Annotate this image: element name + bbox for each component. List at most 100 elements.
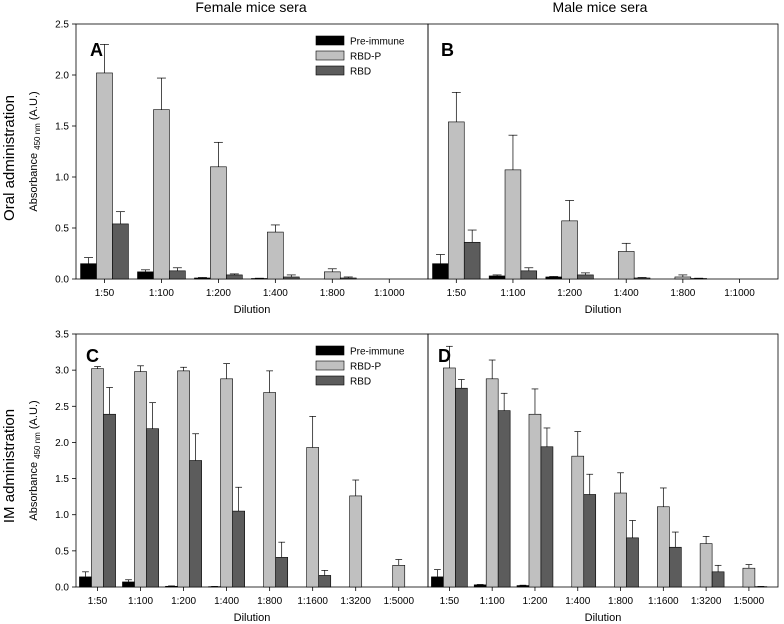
x-tick-label: 1:100 (128, 596, 153, 607)
bar-pre-immune (431, 576, 444, 588)
bar-pre-immune (80, 263, 97, 280)
y-tick-label: 0.0 (55, 583, 69, 594)
x-tick-label: 1:1000 (374, 288, 405, 299)
bar-rbd-p (210, 166, 227, 280)
bar-rbd-p (571, 455, 585, 588)
legend-swatch-rbd-p (315, 50, 345, 61)
bar-rbd (189, 460, 202, 588)
x-tick-label: 1:400 (614, 288, 639, 299)
bar-rbd-p (349, 495, 363, 588)
x-tick-label: 1:100 (149, 288, 174, 299)
bar-rbd (232, 510, 245, 588)
x-tick-label: 1:800 (670, 288, 695, 299)
x-tick-label: 1:50 (95, 288, 115, 299)
bar-rbd (540, 446, 554, 588)
panels: A 0.0 0.5 1.0 1.5 2.0 2.5 Absorbance 450 nm (A.… (28, 20, 779, 624)
bar-rbd (520, 270, 538, 280)
bar-rbd-p (448, 121, 465, 280)
bar-rbd (455, 387, 468, 588)
bar-rbd-p (177, 370, 190, 588)
x-tick-label: 1:800 (608, 596, 633, 607)
bar-pre-immune (432, 263, 449, 280)
legend: Pre-immune RBD-P RBD (315, 345, 405, 388)
bar-pre-immune (194, 277, 211, 280)
bar-rbd (463, 241, 481, 280)
panel-label-d: D (438, 346, 451, 366)
x-tick-label: 1:1600 (297, 596, 328, 607)
x-axis-label: Dilution (585, 612, 622, 624)
legend-label-rbd: RBD (350, 377, 371, 388)
bar-pre-immune (516, 585, 530, 588)
bar-rbd-p (614, 492, 627, 588)
bar-rbd-p (267, 231, 284, 280)
bar-rbd-p (617, 251, 635, 280)
bar-rbd-p (263, 392, 276, 588)
bar-rbd-p (699, 543, 713, 588)
y-tick-label: 1.0 (55, 510, 69, 521)
legend-swatch-rbd (315, 65, 345, 76)
x-tick-label: 1:200 (522, 596, 547, 607)
bar-rbd-p (220, 378, 233, 588)
panel-d: D 1:50 1:100 1:200 1:400 1:800 1:1600 1:3200 1:5… (427, 333, 779, 624)
bar-rbd-p (657, 506, 670, 588)
bar-pre-immune (251, 278, 268, 280)
bar-pre-immune (137, 271, 154, 280)
bar-rbd (577, 274, 594, 280)
bar-rbd-p (96, 72, 113, 280)
x-tick-label: 1:100 (480, 596, 505, 607)
bar-rbd-p (485, 378, 499, 588)
x-tick-label: 1:800 (320, 288, 345, 299)
bar-rbd-p (528, 413, 542, 588)
legend: Pre-immune RBD-P RBD (315, 35, 405, 78)
bar-rbd (112, 223, 129, 280)
bar-pre-immune (165, 585, 178, 588)
bar-rbd-p (153, 109, 170, 280)
bar-rbd (146, 428, 159, 588)
x-tick-label: 1:400 (565, 596, 590, 607)
bar-rbd (497, 410, 511, 588)
x-tick-label: 1:100 (500, 288, 525, 299)
legend-swatch-rbd-p (315, 360, 345, 371)
bar-rbd-p (134, 371, 147, 588)
bar-rbd (626, 537, 639, 588)
legend-label-pre-immune: Pre-immune (350, 37, 405, 48)
y-tick-label: 0.5 (55, 224, 69, 235)
x-axis-label: Dilution (234, 304, 271, 316)
x-tick-label: 1:800 (257, 596, 282, 607)
y-tick-label: 0.5 (55, 546, 69, 557)
x-axis-label: Dilution (585, 304, 622, 316)
x-axis-label: Dilution (234, 612, 271, 624)
y-tick-label: 2.5 (55, 402, 69, 413)
legend-label-rbd: RBD (350, 67, 371, 78)
bar-rbd (690, 278, 707, 280)
x-tick-label: 1:50 (440, 596, 460, 607)
row-title-im: IM administration (1, 409, 18, 523)
col-title-female: Female mice sera (195, 0, 306, 15)
bar-rbd-p (443, 367, 456, 588)
bar-rbd-p (306, 447, 319, 588)
y-tick-label: 3.5 (55, 330, 69, 341)
y-axis-label: Absorbance 450 nm (A.U.) (28, 400, 42, 520)
x-tick-label: 1:400 (263, 288, 288, 299)
bar-rbd-p (674, 276, 692, 280)
x-tick-label: 1:400 (214, 596, 239, 607)
bar-rbd (339, 277, 357, 280)
bar-rbd (711, 571, 725, 588)
bar-rbd (169, 270, 186, 280)
x-tick-label: 1:1000 (724, 288, 755, 299)
legend-label-rbd-p: RBD-P (350, 52, 381, 63)
panel-b: B 1:50 1:100 1:200 1:400 1:800 1:1000 Dilution (427, 23, 779, 316)
bar-pre-immune (79, 576, 92, 588)
x-tick-label: 1:50 (447, 288, 467, 299)
x-tick-label: 1:3200 (340, 596, 371, 607)
col-title-male: Male mice sera (553, 0, 648, 15)
bar-rbd (283, 276, 300, 280)
bar-pre-immune (488, 275, 506, 280)
legend-label-rbd-p: RBD-P (350, 362, 381, 373)
bar-rbd (669, 546, 682, 588)
x-tick-label: 1:50 (88, 596, 108, 607)
x-tick-label: 1:200 (171, 596, 196, 607)
legend-swatch-pre-immune (315, 345, 345, 356)
bar-rbd (583, 494, 597, 588)
